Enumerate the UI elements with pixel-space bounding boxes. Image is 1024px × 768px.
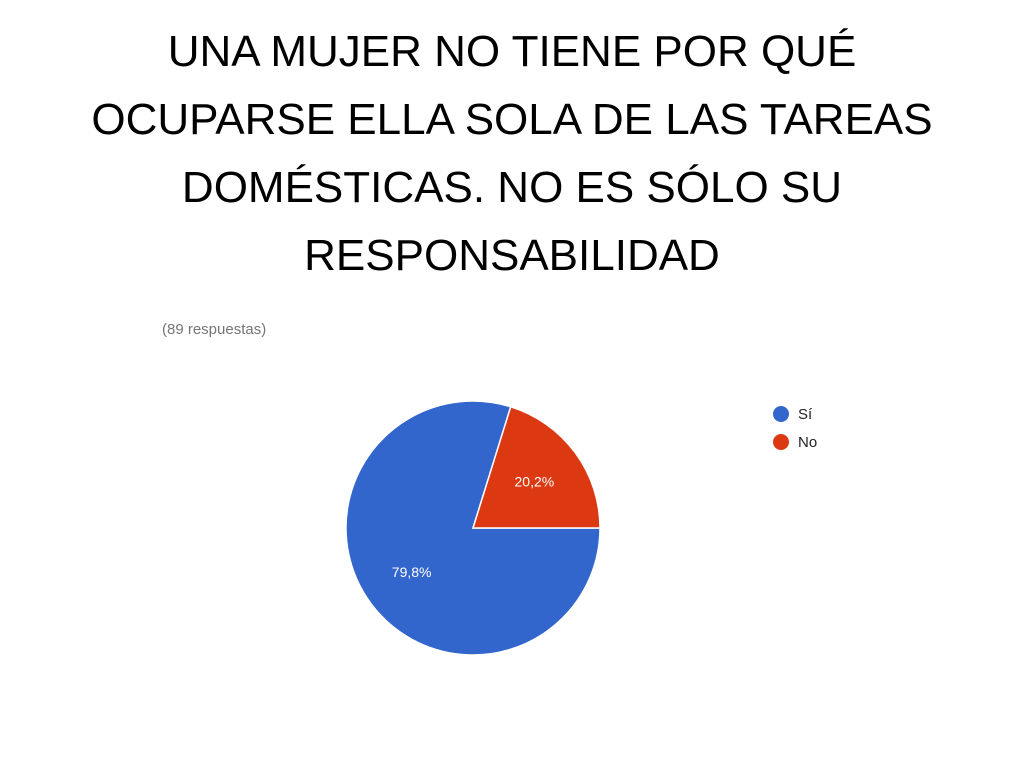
pie-slices [345,400,601,656]
response-count: (89 respuestas) [162,321,267,338]
chart-legend: Sí No [773,400,817,456]
slice-label-si: 79,8% [392,564,432,580]
slice-label-no: 20,2% [515,474,555,490]
legend-label-no: No [798,433,818,451]
slide-title: UNA MUJER NO TIENE POR QUÉ OCUPARSE ELLA… [91,27,933,280]
pie-slice-no[interactable] [471,405,601,529]
legend-item-si[interactable]: Sí [773,400,817,428]
pie-labels: 79,8% 20,2% [392,474,554,580]
legend-label-si: Sí [798,405,813,423]
pie-slice-si[interactable] [345,400,601,656]
legend-swatch-si [773,406,789,422]
legend-swatch-no [773,434,789,450]
legend-item-no[interactable]: No [773,428,817,456]
